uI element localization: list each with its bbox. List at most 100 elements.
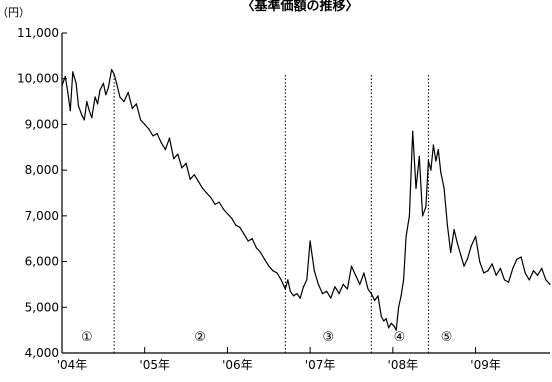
data-point (264, 258, 266, 260)
y-tick-label: 11,000 (17, 26, 59, 40)
data-point (152, 135, 154, 137)
data-point (545, 279, 547, 281)
data-point (306, 279, 308, 281)
data-point (342, 283, 344, 285)
data-point (113, 73, 115, 75)
data-point (299, 297, 301, 299)
data-point (405, 235, 407, 237)
data-point (214, 203, 216, 205)
data-point (443, 187, 445, 189)
data-point (127, 91, 129, 93)
data-point (259, 251, 262, 253)
data-point (418, 155, 420, 157)
data-point (503, 279, 506, 281)
data-point (450, 251, 452, 253)
period-label: ② (194, 330, 206, 345)
period-label: ③ (323, 330, 335, 345)
data-point (422, 215, 424, 217)
axis-labels: 11,000 10,000 9,000 8,000 7,000 6,000 5,000 4,0… (17, 26, 501, 372)
y-tick-label: 4,000 (25, 346, 59, 360)
data-point (185, 162, 187, 164)
series-lines (61, 69, 551, 331)
data-point (388, 327, 390, 329)
data-point (293, 295, 295, 297)
data-point (287, 279, 289, 281)
data-point (280, 279, 282, 281)
x-tick-label: '08年 (388, 358, 419, 372)
data-point (430, 169, 432, 171)
data-point (107, 87, 109, 89)
data-point (532, 270, 535, 272)
data-point (393, 325, 395, 327)
data-point (64, 75, 66, 77)
data-point (67, 91, 69, 93)
data-point (427, 160, 429, 162)
data-point (239, 226, 241, 228)
data-point (210, 197, 212, 199)
data-point (309, 240, 311, 242)
data-point (181, 167, 183, 169)
data-point (268, 265, 270, 267)
data-point (415, 187, 417, 189)
data-point (105, 94, 107, 96)
data-point (528, 279, 530, 281)
data-point (516, 258, 518, 260)
data-point (425, 206, 427, 208)
data-point (549, 283, 551, 285)
data-point (91, 117, 93, 119)
data-point (206, 192, 208, 194)
y-axis-unit: （円） (0, 6, 30, 19)
data-point (255, 247, 257, 249)
data-point (289, 290, 291, 292)
data-point (272, 270, 274, 272)
data-point (189, 178, 191, 180)
y-tick-label: 8,000 (25, 163, 59, 177)
data-point (317, 283, 319, 285)
data-point (460, 254, 462, 256)
data-point (177, 153, 179, 155)
data-point (226, 213, 228, 215)
data-point (412, 130, 414, 132)
data-point (483, 272, 485, 274)
data-point (140, 119, 142, 121)
x-tick-label: '05年 (139, 358, 170, 372)
data-point (370, 293, 372, 295)
data-point (395, 329, 397, 331)
y-tick-label: 5,000 (25, 300, 59, 314)
data-point (86, 101, 88, 103)
series-line (61, 69, 551, 331)
data-point (432, 144, 434, 146)
data-point (363, 272, 365, 274)
data-point (355, 274, 357, 276)
data-point (338, 293, 340, 295)
data-point (383, 320, 385, 322)
data-point (463, 265, 465, 267)
period-label: ① (81, 330, 93, 345)
data-point (400, 295, 402, 297)
data-point (541, 267, 543, 269)
x-tick-label: '06年 (222, 358, 253, 372)
data-point (197, 181, 200, 183)
data-point (160, 142, 162, 144)
data-point (135, 103, 137, 105)
data-point (359, 283, 361, 285)
data-point (374, 299, 376, 301)
y-tick-label: 7,000 (25, 209, 59, 223)
data-point (94, 96, 96, 98)
data-point (495, 274, 497, 276)
x-tick-label: '09年 (470, 358, 501, 372)
data-point (398, 306, 400, 308)
data-point (235, 224, 237, 226)
data-point (390, 322, 392, 324)
data-point (537, 274, 539, 276)
data-point (75, 82, 77, 84)
data-point (302, 286, 305, 288)
data-point (123, 101, 125, 103)
data-point (326, 290, 328, 292)
x-tick-label: '04年 (57, 358, 88, 372)
data-point (69, 110, 71, 112)
data-point (97, 103, 99, 105)
data-point (524, 272, 526, 274)
data-point (321, 293, 324, 295)
data-point (251, 238, 253, 240)
